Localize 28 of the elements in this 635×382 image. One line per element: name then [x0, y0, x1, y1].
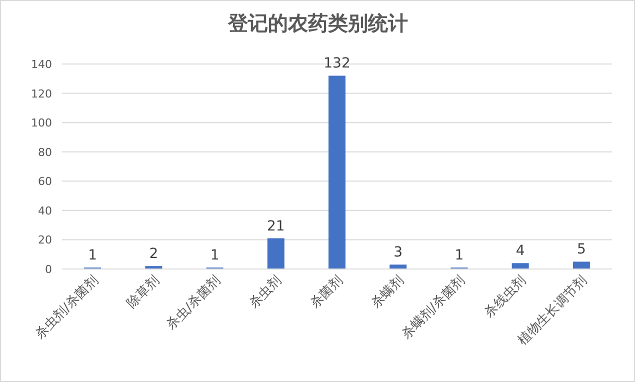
bar	[267, 238, 284, 269]
data-label: 21	[266, 218, 285, 234]
data-label: 5	[576, 242, 586, 258]
data-label: 4	[516, 243, 525, 260]
y-tick-label: 40	[38, 204, 52, 218]
data-label: 2	[149, 246, 158, 262]
y-tick-label: 80	[38, 146, 52, 159]
bar	[572, 262, 590, 269]
x-tick-label: 杀虫/杀菌剂	[163, 272, 224, 333]
data-label: 1	[454, 248, 464, 264]
bar	[328, 76, 346, 269]
bar	[512, 263, 529, 269]
chart-title: 登记的农药类别统计	[227, 11, 408, 35]
y-tick-label: 120	[31, 87, 52, 100]
data-label: 132	[324, 56, 350, 72]
x-tick-label: 杀线虫剂	[481, 272, 530, 321]
y-tick-label: 60	[38, 175, 52, 188]
bar	[390, 264, 407, 269]
y-tick-label: 100	[31, 116, 52, 130]
x-tick-label: 杀螨剂	[368, 272, 407, 312]
data-label: 3	[394, 244, 403, 261]
data-label: 1	[88, 248, 98, 264]
data-label: 1	[210, 248, 220, 264]
y-tick-label: 140	[31, 58, 52, 71]
x-tick-label: 杀虫剂	[246, 272, 285, 312]
y-tick-label: 20	[38, 234, 52, 247]
x-tick-label: 杀菌剂	[306, 272, 346, 312]
x-tick-label: 除草剂	[124, 272, 162, 312]
